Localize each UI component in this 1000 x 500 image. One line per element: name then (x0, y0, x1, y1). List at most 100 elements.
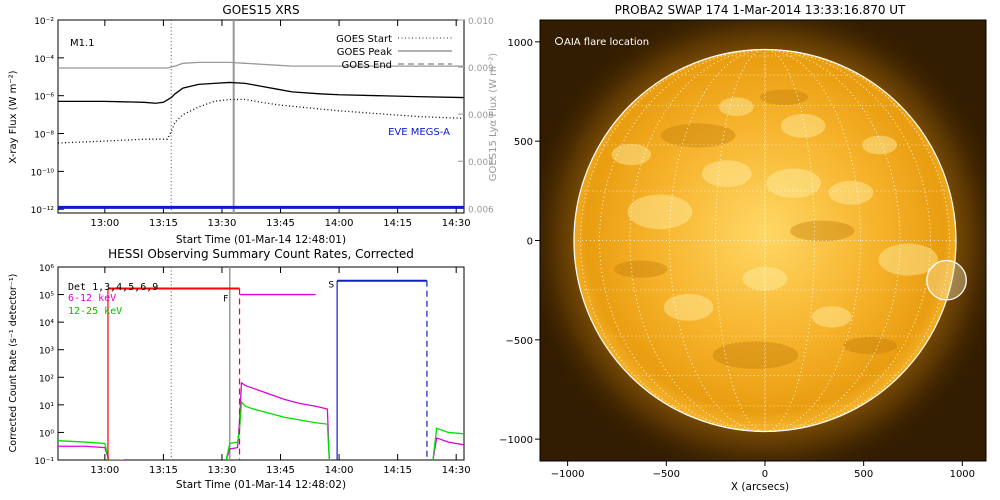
goes-plot-frame (57, 19, 465, 214)
hessi-x-tick-label: 14:15 (383, 465, 412, 476)
goes-y-tick-label: 10⁻⁸ (34, 131, 54, 141)
hessi-y-tick-label: 10² (39, 374, 54, 384)
goes-flare-class: M1.1 (70, 38, 95, 49)
hessi-y-tick-label: 10⁰ (39, 429, 54, 439)
swap-y-tick-label: −1000 (499, 435, 533, 446)
goes-x-tick-label: 14:30 (442, 218, 471, 229)
coronal-dark-region (843, 336, 897, 355)
swap-x-tick-label: 1000 (950, 469, 975, 480)
swap-y-tick-label: 1000 (508, 38, 533, 49)
hessi-y-tick-label: 10⁴ (39, 319, 54, 329)
goes-series-line-1 (58, 98, 464, 144)
swap-image-panel: −1000 −500 0 500 1000 1000 500 0 −500 −1000 (499, 19, 987, 480)
goes-x-tick-label: 13:45 (266, 218, 295, 229)
active-region-patch (611, 143, 652, 166)
active-region-patch (663, 293, 714, 321)
goes-x-tick-label: 14:15 (383, 218, 412, 229)
goes-y-tick-label: 10⁻¹² (31, 206, 55, 216)
hessi-title: HESSI Observing Summary Count Rates, Cor… (108, 247, 414, 261)
goes-title: GOES15 XRS (222, 3, 299, 17)
swap-x-tick-label: −1000 (551, 469, 585, 480)
goes-y2-tick-label: 0.010 (468, 17, 494, 27)
hessi-count-rate-panel: 13:00 13:15 13:30 13:45 14:00 14:15 14:30 10⁶ 10… (34, 264, 470, 476)
hessi-x-tick-label: 13:00 (90, 465, 119, 476)
hessi-annotation: S (328, 281, 334, 291)
goes-y2-tick-label: 0.009 (468, 64, 494, 74)
active-region-patch (742, 266, 788, 291)
goes-xrs-panel: 13:00 13:15 13:30 13:45 14:00 14:15 14:30 10⁻² 1… (31, 17, 494, 229)
hessi-series-line-0 (58, 381, 464, 460)
legend-goes-end: GOES End (342, 60, 392, 71)
swap-image-area (540, 20, 986, 461)
longitude-line (669, 49, 861, 432)
active-region-patch (701, 160, 752, 188)
active-region-patch (766, 168, 821, 198)
hessi-y-tick-label: 10³ (39, 347, 54, 357)
hessi-x-tick-label: 13:45 (266, 465, 295, 476)
goes-x-tick-label: 13:30 (208, 218, 237, 229)
flare-glow (926, 260, 967, 300)
flare-legend-icon (555, 37, 563, 45)
goes-y2label: GOES15 Lyα Flux (W m⁻²) (488, 53, 499, 181)
swap-y-tick-label: 0 (527, 237, 533, 248)
legend-goes-peak: GOES Peak (337, 47, 392, 58)
coronal-dark-region (712, 341, 799, 369)
goes-xlabel: Start Time (01-Mar-14 12:48:01) (176, 234, 346, 246)
aia-flare-label: AIA flare location (564, 37, 649, 48)
goes-series-line-0 (58, 81, 464, 104)
solar-limb (573, 48, 957, 433)
goes-y-tick-label: 10⁻⁶ (34, 93, 54, 103)
hessi-legend: Det 1,3,4,5,6,9 6-12 keV 12-25 keV (68, 282, 158, 317)
active-region-patch (718, 97, 754, 117)
legend-6-12: 6-12 keV (68, 293, 116, 304)
active-region-patch (780, 113, 826, 138)
goes-y2-tick-label: 0.006 (468, 205, 494, 215)
legend-det: Det 1,3,4,5,6,9 (68, 282, 158, 293)
hessi-y-tick-label: 10⁵ (39, 292, 54, 302)
hessi-y-tick-label: 10⁻¹ (34, 457, 54, 467)
swap-y-tick-label: −500 (506, 336, 533, 347)
goes-y-tick-label: 10⁻⁴ (34, 55, 54, 65)
goes-x-tick-label: 13:00 (90, 218, 119, 229)
legend-goes-start: GOES Start (336, 34, 392, 45)
hessi-annotation: F (223, 294, 228, 304)
hessi-x-tick-label: 13:30 (208, 465, 237, 476)
goes-y-tick-label: 10⁻¹⁰ (31, 168, 55, 178)
longitude-line (629, 49, 901, 432)
coronal-dark-region (760, 89, 809, 105)
goes-y2-tick-label: 0.007 (468, 158, 494, 168)
active-region-patch (878, 243, 939, 276)
hessi-ylabel: Corrected Count Rate (s⁻¹ detector⁻¹) (8, 274, 19, 453)
hessi-series-line-1 (58, 400, 464, 460)
solar-disk (573, 49, 957, 432)
eve-megs-label: EVE MEGS-A (388, 127, 450, 138)
active-region-patch (627, 194, 693, 230)
active-region-patch (828, 180, 874, 205)
goes-y2-tick-label: 0.008 (468, 111, 494, 121)
goes-legend: GOES Start GOES Peak GOES End (336, 34, 452, 71)
flare-location-circle (926, 259, 967, 301)
coronal-dark-region (660, 123, 736, 148)
hessi-x-tick-label: 14:00 (325, 465, 354, 476)
goes-plot-area (58, 20, 464, 213)
goes-x-tick-label: 14:00 (325, 218, 354, 229)
goes-series-line-2 (58, 61, 464, 69)
hessi-y-tick-label: 10¹ (39, 402, 54, 412)
hessi-plot-frame (57, 266, 465, 461)
legend-12-25: 12-25 keV (68, 306, 122, 317)
active-region-patch (811, 306, 852, 328)
swap-title: PROBA2 SWAP 174 1-Mar-2014 13:33:16.870 … (615, 3, 906, 17)
goes-x-tick-label: 13:15 (149, 218, 178, 229)
swap-x-tick-label: −500 (653, 469, 680, 480)
swap-x-tick-label: 500 (854, 469, 873, 480)
swap-x-tick-label: 0 (762, 469, 768, 480)
coronal-dark-region (614, 260, 668, 278)
hessi-xlabel: Start Time (01-Mar-14 12:48:02) (176, 479, 346, 491)
swap-xlabel: X (arcsecs) (731, 481, 789, 493)
goes-ylabel: X-ray Flux (W m⁻²) (8, 70, 19, 163)
hessi-x-tick-label: 14:30 (442, 465, 471, 476)
goes-y-tick-label: 10⁻² (34, 17, 54, 27)
swap-y-tick-label: 500 (514, 137, 533, 148)
coronal-dark-region (790, 220, 855, 242)
hessi-plot-area (58, 267, 464, 460)
